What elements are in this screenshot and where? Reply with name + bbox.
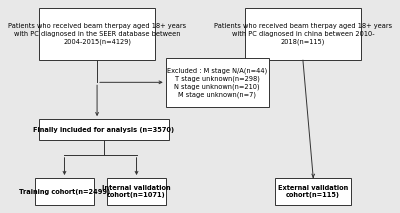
FancyBboxPatch shape [35, 178, 94, 205]
FancyBboxPatch shape [39, 119, 169, 140]
Text: Excluded : M stage N/A(n=44)
T stage unknown(n=298)
N stage unknown(n=210)
M sta: Excluded : M stage N/A(n=44) T stage unk… [167, 67, 267, 98]
Text: Internal validation
cohort(n=1071): Internal validation cohort(n=1071) [102, 185, 171, 198]
FancyBboxPatch shape [276, 178, 351, 205]
FancyBboxPatch shape [245, 8, 361, 60]
FancyBboxPatch shape [39, 8, 155, 60]
Text: Training cohort(n=2499): Training cohort(n=2499) [19, 189, 110, 195]
Text: Patients who received beam therpay aged 18+ years
with PC diagnosed in the SEER : Patients who received beam therpay aged … [8, 23, 186, 45]
FancyBboxPatch shape [166, 58, 269, 106]
Text: External validation
cohort(n=115): External validation cohort(n=115) [278, 185, 348, 198]
FancyBboxPatch shape [107, 178, 166, 205]
Text: Patients who received beam therpay aged 18+ years
with PC diagnosed in china bet: Patients who received beam therpay aged … [214, 23, 392, 45]
Text: Finally included for analysis (n=3570): Finally included for analysis (n=3570) [33, 127, 174, 133]
